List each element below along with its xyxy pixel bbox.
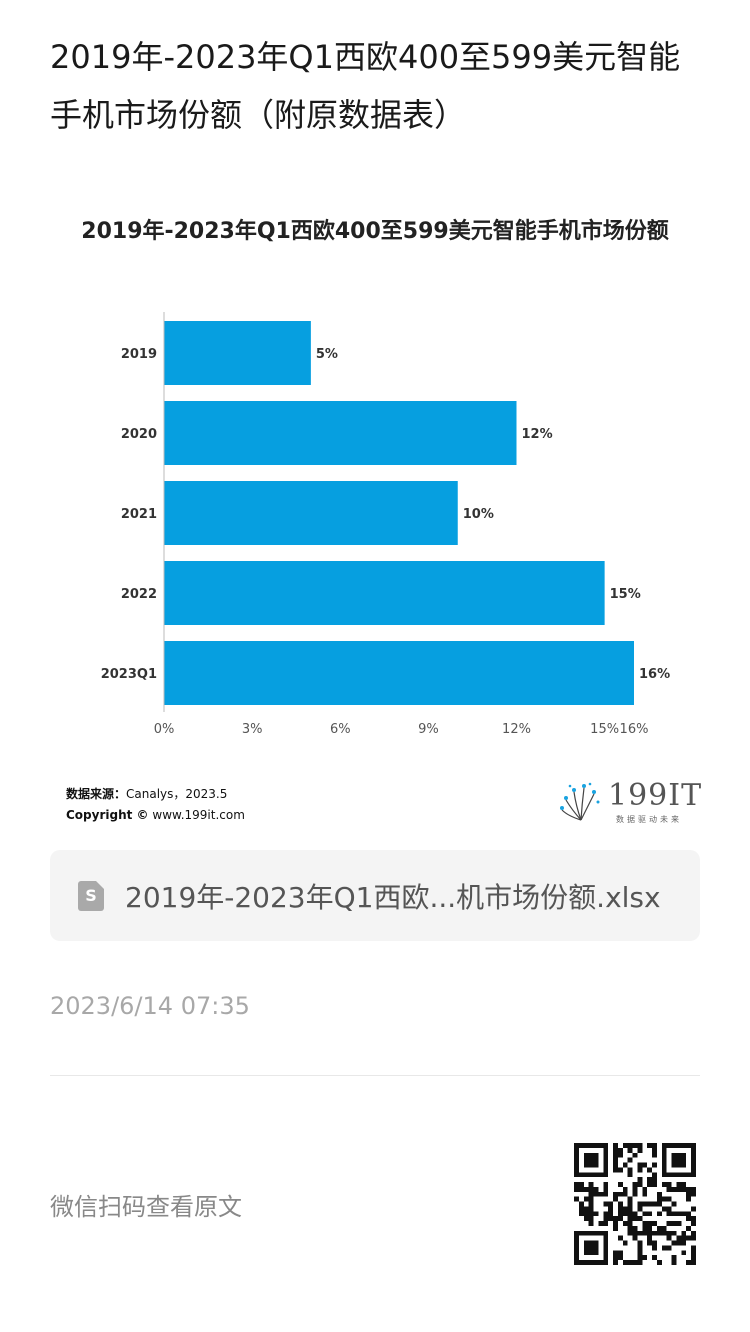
copyright-label: Copyright © bbox=[66, 808, 149, 822]
qr-code-icon[interactable] bbox=[574, 1143, 696, 1265]
bar-2022 bbox=[164, 561, 605, 625]
scan-prompt: 微信扫码查看原文 bbox=[50, 1193, 242, 1221]
x-tick-label: 6% bbox=[330, 722, 351, 737]
x-tick-label: 3% bbox=[242, 722, 263, 737]
x-tick-label: 15% bbox=[590, 722, 619, 737]
data-label: 10% bbox=[463, 507, 494, 522]
bar-2021 bbox=[164, 481, 458, 545]
source-label: 数据来源： bbox=[66, 787, 127, 801]
x-tick-label: 9% bbox=[418, 722, 439, 737]
dandelion-logo-icon bbox=[560, 782, 600, 821]
data-label: 16% bbox=[639, 667, 670, 682]
bar-2023Q1 bbox=[164, 641, 634, 705]
x-tick-label: 16% bbox=[620, 722, 649, 737]
x-tick-label: 0% bbox=[154, 722, 175, 737]
bar-2020 bbox=[164, 401, 517, 465]
attachment-filename[interactable]: 2019年-2023年Q1西欧...机市场份额.xlsx bbox=[125, 881, 661, 914]
x-tick-label: 12% bbox=[502, 722, 531, 737]
spreadsheet-file-icon: S bbox=[78, 881, 104, 911]
publish-timestamp: 2023/6/14 07:35 bbox=[50, 992, 250, 1020]
chart-image: 2019年-2023年Q1西欧400至599美元智能手机市场份额 2019 5% 2… bbox=[50, 200, 701, 840]
source-value: Canalys，2023.5 bbox=[126, 787, 228, 801]
category-label: 2020 bbox=[121, 427, 157, 442]
bar-chart: 2019年-2023年Q1西欧400至599美元智能手机市场份额 2019 5% 2… bbox=[81, 218, 670, 737]
chart-title: 2019年-2023年Q1西欧400至599美元智能手机市场份额 bbox=[81, 218, 668, 244]
attachment-card[interactable]: S 2019年-2023年Q1西欧...机市场份额.xlsx bbox=[50, 850, 700, 941]
data-label: 5% bbox=[316, 347, 338, 362]
category-label: 2022 bbox=[121, 587, 157, 602]
bar-2019 bbox=[164, 321, 311, 385]
logo-tagline: 数据驱动未来 bbox=[616, 815, 682, 824]
category-label: 2019 bbox=[121, 347, 157, 362]
category-label: 2023Q1 bbox=[101, 667, 157, 682]
data-label: 12% bbox=[522, 427, 553, 442]
logo-text: 199IT bbox=[608, 778, 703, 813]
page-title: 2019年-2023年Q1西欧400至599美元智能手机市场份额（附原数据表） bbox=[50, 38, 681, 134]
data-label: 15% bbox=[610, 587, 641, 602]
copyright-value: www.199it.com bbox=[152, 808, 245, 822]
source-block: 数据来源：Canalys，2023.5 Copyright © www.199i… bbox=[66, 784, 245, 826]
brand-logo: 199IT 数据驱动未来 bbox=[558, 778, 701, 826]
category-label: 2021 bbox=[121, 507, 157, 522]
divider bbox=[50, 1075, 700, 1076]
